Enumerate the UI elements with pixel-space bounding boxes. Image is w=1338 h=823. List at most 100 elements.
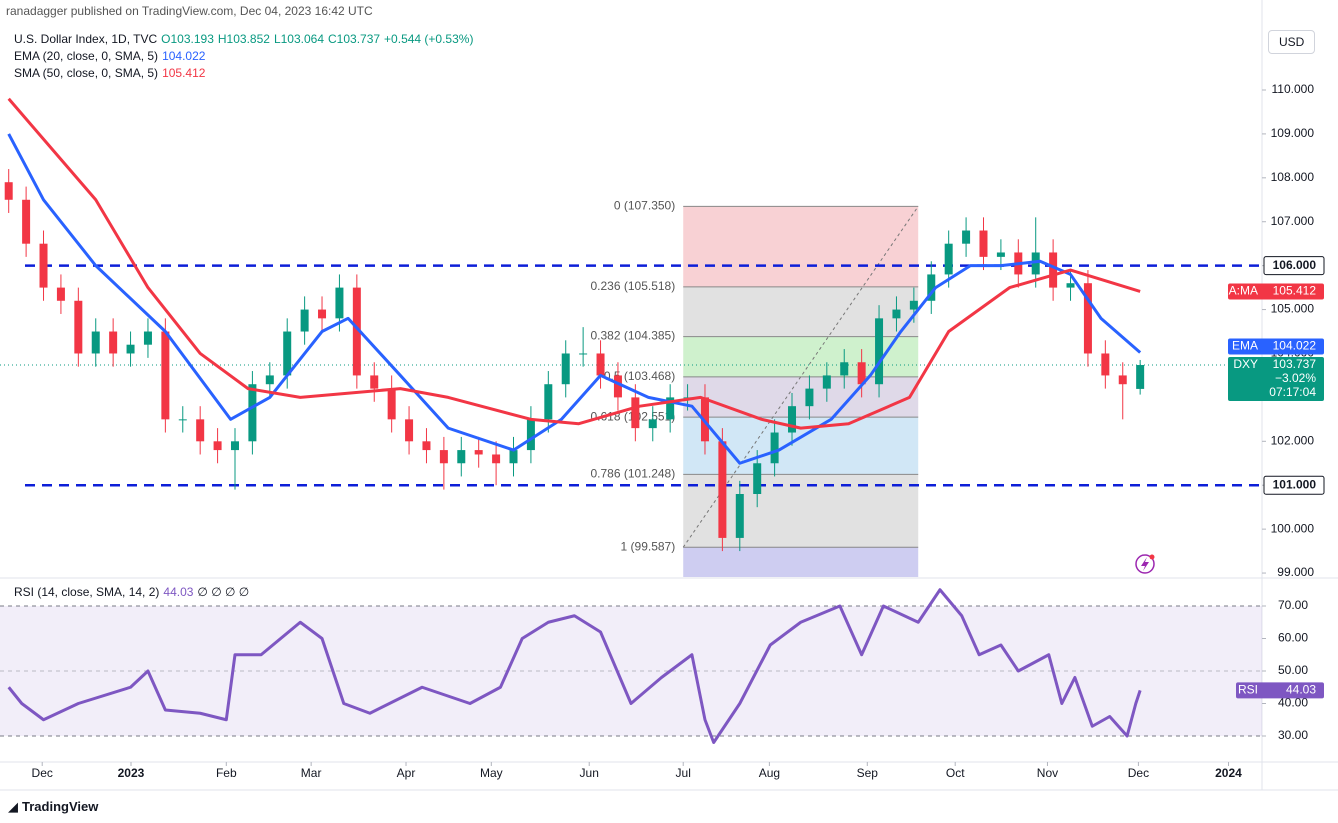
candle-body bbox=[74, 300, 83, 354]
candle-body bbox=[892, 309, 901, 319]
rsi-tick-label: 50.00 bbox=[1278, 663, 1308, 677]
x-tick-label: 2023 bbox=[118, 766, 145, 780]
y-tick-label: 107.000 bbox=[1271, 214, 1315, 228]
rsi-tick-label: 70.00 bbox=[1278, 598, 1308, 612]
x-tick-label: Jul bbox=[676, 766, 691, 780]
rsi-name: RSI (14, close, SMA, 14, 2) bbox=[14, 585, 160, 599]
rsi-tick-label: 30.00 bbox=[1278, 728, 1308, 742]
candle-body bbox=[753, 463, 762, 495]
alert-icon bbox=[1141, 557, 1149, 571]
candle-body bbox=[178, 419, 187, 421]
price-badge-extra: −3.02% bbox=[1275, 371, 1316, 385]
ema-badge-value: 104.022 bbox=[1273, 339, 1317, 353]
x-tick-label: Apr bbox=[397, 766, 416, 780]
candle-body bbox=[387, 388, 396, 420]
ema-badge-label: EMA bbox=[1232, 339, 1258, 353]
x-tick-label: Feb bbox=[216, 766, 237, 780]
legend-ema: EMA (20, close, 0, SMA, 5) 104.022 bbox=[14, 49, 209, 63]
sma-badge-label: SMA:MA bbox=[1211, 284, 1258, 298]
x-tick-label: Dec bbox=[1128, 766, 1149, 780]
rsi-badge bbox=[1236, 682, 1324, 699]
x-tick-label: Dec bbox=[32, 766, 53, 780]
footer-text: TradingView bbox=[22, 799, 99, 814]
candle-body bbox=[161, 331, 170, 420]
candle-body bbox=[596, 353, 605, 376]
candle-body bbox=[370, 375, 379, 389]
x-tick-label: Nov bbox=[1037, 766, 1058, 780]
candle-body bbox=[962, 230, 971, 244]
ema-value: 104.022 bbox=[162, 49, 206, 63]
candle-body bbox=[996, 252, 1005, 257]
candle-body bbox=[718, 441, 727, 538]
candle-body bbox=[405, 419, 414, 442]
ohlc: O103.193 bbox=[161, 32, 214, 46]
y-tick-label: 109.000 bbox=[1271, 126, 1315, 140]
y-tick-label: 100.000 bbox=[1271, 521, 1315, 535]
fib-label: 0 (107.350) bbox=[614, 199, 675, 213]
candle-body bbox=[927, 274, 936, 301]
candle-body bbox=[196, 419, 205, 442]
y-tick-label: 99.000 bbox=[1277, 565, 1314, 579]
candle-body bbox=[265, 375, 274, 385]
candle-body bbox=[579, 353, 588, 355]
ohlc: C103.737 bbox=[328, 32, 381, 46]
price-badge-extra: 07:17:04 bbox=[1269, 385, 1316, 399]
candle-body bbox=[457, 450, 466, 464]
rsi-tick-label: 40.00 bbox=[1278, 696, 1308, 710]
y-tick-label: 105.000 bbox=[1271, 302, 1315, 316]
candle-body bbox=[1083, 283, 1092, 354]
logo: ◢ bbox=[8, 799, 18, 814]
rsi-tick-label: 60.00 bbox=[1278, 631, 1308, 645]
ema-name: EMA (20, close, 0, SMA, 5) bbox=[14, 49, 159, 63]
rsi-value: 44.03 bbox=[163, 585, 194, 599]
candle-body bbox=[788, 406, 797, 433]
fib-band bbox=[683, 547, 919, 577]
candle-body bbox=[544, 384, 553, 420]
ma-line bbox=[7, 133, 1142, 465]
price-badge bbox=[1228, 357, 1324, 402]
candle-body bbox=[875, 318, 884, 385]
candle-body bbox=[352, 287, 361, 376]
legend-rsi: RSI (14, close, SMA, 14, 2) 44.03 ∅ ∅ ∅ ∅ bbox=[14, 585, 253, 599]
candle-body bbox=[474, 450, 483, 455]
candle-body bbox=[631, 397, 640, 429]
title: U.S. Dollar Index, 1D, TVC bbox=[14, 32, 158, 46]
fib-label: 1 (99.587) bbox=[621, 539, 676, 553]
candle-body bbox=[39, 243, 48, 288]
candle-body bbox=[248, 384, 257, 442]
change: +0.544 (+0.53%) bbox=[384, 32, 474, 46]
candle-body bbox=[143, 331, 152, 345]
rsi-badge-value: 44.03 bbox=[1286, 683, 1316, 697]
candle-body bbox=[422, 441, 431, 451]
y-tick-label: 108.000 bbox=[1271, 170, 1315, 184]
candle-body bbox=[300, 309, 309, 332]
candle-body bbox=[822, 375, 831, 389]
price-badge-label: DXY bbox=[1233, 357, 1258, 371]
candle-body bbox=[492, 454, 501, 464]
candle-body bbox=[526, 419, 535, 451]
ohlc: L103.064 bbox=[273, 32, 324, 46]
x-tick-label: Jun bbox=[580, 766, 599, 780]
candle-body bbox=[561, 353, 570, 385]
currency-button[interactable]: USD bbox=[1268, 30, 1316, 54]
candle-body bbox=[318, 309, 327, 319]
y-tick-label: 102.000 bbox=[1271, 433, 1315, 447]
ema-badge bbox=[1228, 338, 1324, 355]
candle-body bbox=[283, 331, 292, 376]
candle-body bbox=[613, 375, 622, 398]
candle-body bbox=[22, 199, 31, 244]
legend-main: U.S. Dollar Index, 1D, TVC O103.193 H103.8… bbox=[14, 32, 477, 46]
fib-label: 0.382 (104.385) bbox=[590, 329, 675, 343]
publisher: ranadagger published on TradingView.com,… bbox=[6, 4, 373, 18]
x-tick-label: May bbox=[480, 766, 503, 780]
candle-body bbox=[56, 287, 65, 301]
candle-body bbox=[1031, 252, 1040, 275]
alert-icon bbox=[1135, 554, 1155, 574]
candle-body bbox=[735, 494, 744, 538]
candle-body bbox=[979, 230, 988, 257]
rsi-badge-label: RSI bbox=[1238, 683, 1258, 697]
candle-body bbox=[109, 331, 118, 354]
candle-body bbox=[230, 441, 239, 451]
candle-body bbox=[770, 432, 779, 464]
